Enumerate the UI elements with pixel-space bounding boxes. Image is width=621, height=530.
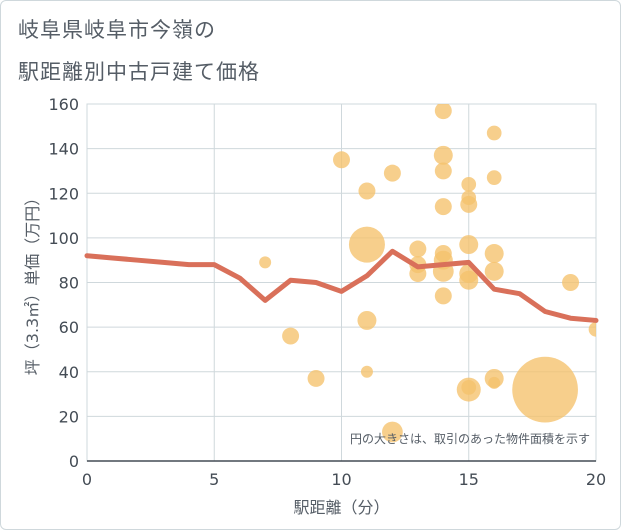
- y-axis-title: 坪（3.3㎡）単価（万円）: [23, 190, 42, 375]
- y-tick-label: 160: [48, 95, 79, 114]
- bubble-point: [434, 162, 452, 180]
- average-price-line: [84, 248, 599, 323]
- bubble-point: [409, 265, 427, 283]
- bubbles: [259, 104, 596, 443]
- bubble-point: [358, 182, 376, 200]
- bubble-point: [434, 245, 452, 262]
- bubble-point: [459, 235, 479, 255]
- chart-title-line1: 岐阜県岐阜市今嶺の: [18, 18, 216, 42]
- bubble-point: [484, 261, 504, 281]
- bubble-point: [282, 327, 300, 345]
- bubble-point: [484, 244, 504, 263]
- y-tick-label: 0: [69, 452, 79, 471]
- bubble-point: [434, 198, 452, 216]
- y-tick-label: 40: [59, 363, 79, 382]
- bubble-point: [588, 322, 596, 337]
- bubble-point: [461, 176, 477, 192]
- bubble-point: [512, 356, 578, 423]
- average-line-layer: [84, 248, 599, 323]
- bubble-point: [307, 369, 325, 387]
- bubble-point: [382, 421, 403, 443]
- bubble-point: [259, 256, 272, 269]
- x-tick-label: 20: [586, 470, 606, 489]
- bubble-point: [360, 365, 373, 378]
- bubble-point: [486, 170, 502, 185]
- x-tick-label: 15: [459, 470, 479, 489]
- bubble-point: [434, 104, 452, 120]
- y-tick-label: 140: [48, 140, 79, 159]
- x-axis-title: 駅距離（分）: [293, 498, 389, 517]
- bubble-point: [461, 380, 477, 395]
- chart-title-line2: 駅距離別中古戸建て価格: [18, 60, 260, 84]
- y-tick-label: 120: [48, 184, 79, 203]
- axes: 0 5 10 15 20 0 20 40 60 80 100 120 140 160: [48, 95, 606, 489]
- bubble-point: [348, 226, 385, 263]
- bubble-point: [357, 310, 377, 330]
- y-tick-label: 20: [59, 407, 79, 426]
- size-note: 円の大きさは、取引のあった物件面積を示す: [350, 431, 590, 446]
- bubble-point: [562, 274, 580, 291]
- bubble-point: [409, 240, 427, 258]
- y-tick-label: 60: [59, 318, 79, 337]
- bubble-point: [433, 145, 453, 165]
- x-tick-label: 5: [209, 470, 219, 489]
- x-tick-label: 0: [82, 470, 92, 489]
- x-tick-label: 10: [331, 470, 351, 489]
- y-tick-label: 80: [59, 274, 79, 293]
- y-tick-label: 100: [48, 229, 79, 248]
- bubble-point: [459, 270, 479, 290]
- bubble-point: [434, 287, 452, 305]
- bubble-point: [486, 125, 502, 141]
- bubble-point: [488, 376, 501, 389]
- bubble-point: [461, 190, 477, 206]
- bubble-point: [333, 151, 350, 169]
- bubble-point: [383, 164, 401, 182]
